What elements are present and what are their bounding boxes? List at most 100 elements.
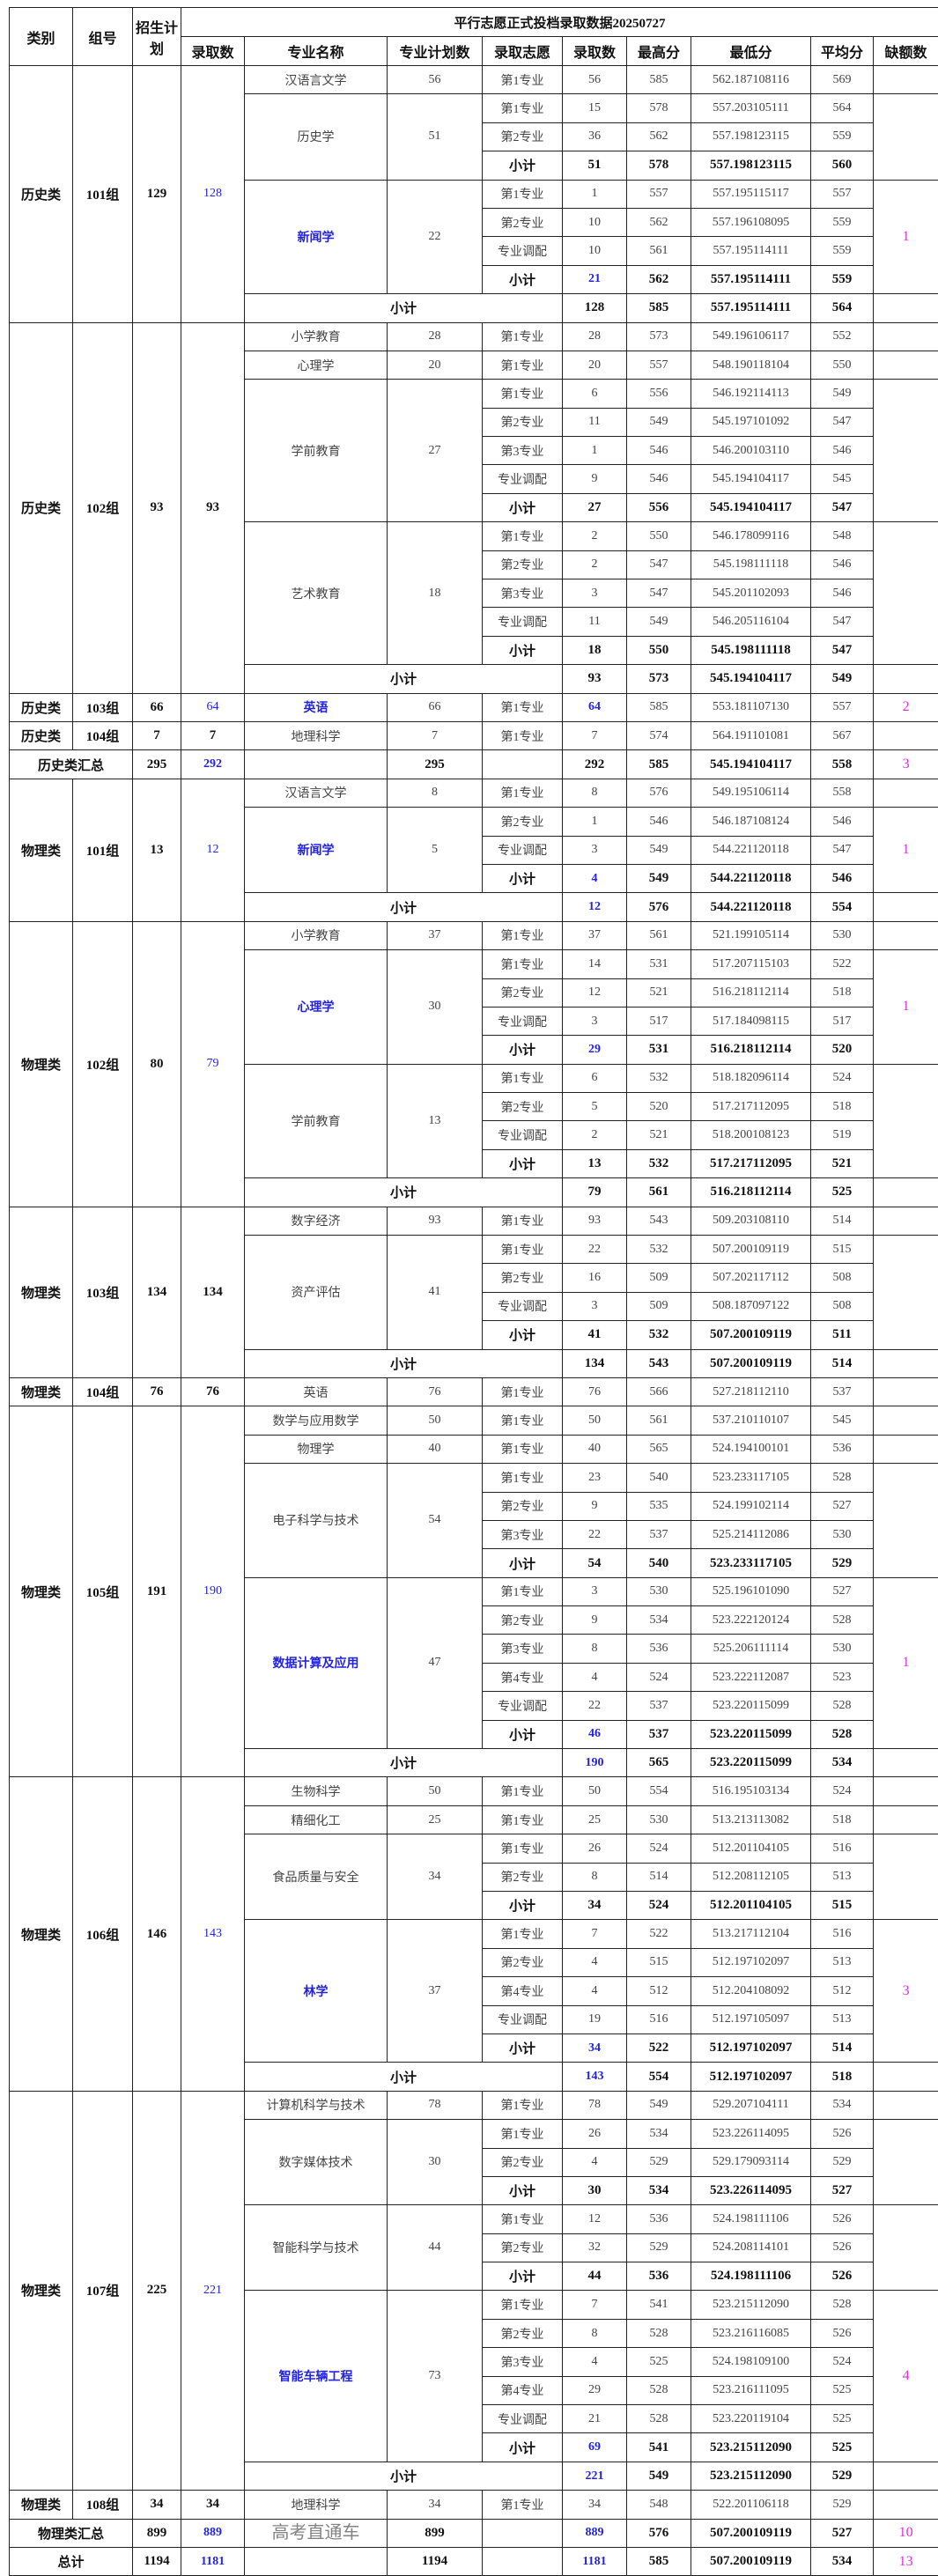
avg-score: 525 bbox=[810, 2375, 874, 2406]
min-score: 513.217112104 bbox=[691, 1919, 811, 1949]
major-name: 汉语言文学 bbox=[244, 64, 388, 95]
max-score: 536 bbox=[626, 1634, 691, 1664]
header-enroll-plan: 招生计划 bbox=[132, 7, 181, 66]
major-name: 学前教育 bbox=[244, 379, 388, 523]
choice-cell: 第1专业 bbox=[482, 321, 563, 351]
subtotal-label: 小计 bbox=[482, 1890, 563, 1921]
count-cell: 56 bbox=[562, 64, 627, 95]
group-subtotal-avg: 525 bbox=[810, 1177, 874, 1207]
header-group: 组号 bbox=[72, 7, 133, 66]
summary-choice-empty bbox=[482, 2546, 563, 2576]
shortfall-cell bbox=[872, 1377, 938, 1407]
choice-cell: 第1专业 bbox=[482, 2290, 563, 2320]
max-score: 534 bbox=[626, 1605, 691, 1635]
summary-max: 576 bbox=[626, 2518, 691, 2548]
table-row: 物理类 105组 191 190 数学与应用数学 50 第1专业 50 561 537.21011… bbox=[9, 1406, 938, 1778]
major-name: 计算机科学与技术 bbox=[244, 2090, 388, 2121]
min-score: 517.184098115 bbox=[691, 1006, 811, 1037]
table-header: 类别 组号 招生计划 平行志愿正式投档录取数据20250727 录取数 专业名称… bbox=[9, 7, 938, 66]
group-subtotal-min: 523.220115099 bbox=[691, 1748, 811, 1778]
avg-score: 527 bbox=[810, 1576, 874, 1607]
summary-max: 585 bbox=[626, 2546, 691, 2576]
count-cell: 36 bbox=[562, 122, 627, 152]
group-subtotal-count: 190 bbox=[562, 1748, 627, 1778]
min-score: 523.220115099 bbox=[691, 1691, 811, 1721]
group-subtotal-max: 573 bbox=[626, 664, 691, 694]
subtotal-label: 小计 bbox=[482, 1719, 563, 1750]
min-score: 524.198109100 bbox=[691, 2347, 811, 2377]
admitted-cell: 190 bbox=[181, 1406, 245, 1778]
max-score: 561 bbox=[626, 920, 691, 951]
admitted-cell: 76 bbox=[181, 1377, 245, 1407]
min-score: 557.195115117 bbox=[691, 179, 811, 209]
choice-cell: 第4专业 bbox=[482, 1662, 563, 1693]
subtotal-count: 46 bbox=[562, 1719, 627, 1750]
table-row: 专业调配 22 537 523.220115099 528 bbox=[10, 1691, 938, 1721]
subtotal-avg: 560 bbox=[810, 151, 874, 181]
count-cell: 32 bbox=[562, 2233, 627, 2263]
min-score: 544.221120118 bbox=[691, 835, 811, 865]
avg-score: 546 bbox=[810, 807, 874, 837]
avg-score: 567 bbox=[810, 720, 874, 751]
group-subtotal-label: 小计 bbox=[244, 664, 563, 694]
major-subtotal-row: 小计 30 534 523.226114095 527 bbox=[10, 2175, 938, 2206]
count-cell: 40 bbox=[562, 1434, 627, 1465]
table-row: 第2专业 2 547 545.198111118 546 bbox=[10, 550, 938, 580]
shortfall-cell bbox=[872, 64, 938, 95]
group-subtotal-shortfall bbox=[872, 2461, 938, 2491]
subtotal-max: 550 bbox=[626, 635, 691, 666]
summary-admitted: 292 bbox=[181, 749, 245, 779]
summary-count: 292 bbox=[562, 749, 627, 779]
subtotal-min: 524.198111106 bbox=[691, 2262, 811, 2292]
max-score: 532 bbox=[626, 1235, 691, 1265]
max-score: 557 bbox=[626, 179, 691, 209]
min-score: 525.206111114 bbox=[691, 1634, 811, 1664]
summary-label: 物理类汇总 bbox=[9, 2518, 133, 2548]
max-score: 562 bbox=[626, 207, 691, 238]
summary-row: 总计 1194 1181 1194 1181 585 507.200109119 534 13 bbox=[9, 2546, 938, 2576]
enroll-plan-cell: 76 bbox=[132, 1377, 181, 1407]
avg-score: 528 bbox=[810, 1691, 874, 1721]
major-subtotal-row: 小计 51 578 557.198123115 560 bbox=[10, 151, 938, 181]
choice-cell: 第1专业 bbox=[482, 1463, 563, 1493]
major-plan: 66 bbox=[387, 692, 483, 722]
shortfall-cell bbox=[872, 2490, 938, 2520]
count-cell: 7 bbox=[562, 1919, 627, 1949]
avg-score: 524 bbox=[810, 1776, 874, 1806]
group-subtotal-avg: 554 bbox=[810, 892, 874, 922]
max-score: 524 bbox=[626, 1834, 691, 1864]
group-cell: 102组 bbox=[72, 920, 133, 1207]
group-subtotal-count: 93 bbox=[562, 664, 627, 694]
choice-cell: 第1专业 bbox=[482, 93, 563, 123]
count-cell: 64 bbox=[562, 692, 627, 722]
header-admitted: 录取数 bbox=[181, 36, 245, 66]
subtotal-avg: 547 bbox=[810, 492, 874, 523]
summary-row: 物理类汇总 899 889 高考直通车 899 889 576 507.200109119 52… bbox=[9, 2518, 938, 2548]
table-body: 历史类 101组 129 128 汉语言文学 56 第1专业 56 585 562.1871081… bbox=[9, 64, 938, 2576]
table-row: 智能车辆工程 73 第1专业 7 541 523.215112090 528 4 bbox=[10, 2290, 938, 2462]
subtotal-avg: 515 bbox=[810, 1890, 874, 1921]
table-row: 新闻学 5 第2专业 1 546 546.187108124 546 1 bbox=[10, 807, 938, 894]
table-row: 物理类 103组 134 134 数字经济 93 第1专业 93 543 509.20310811… bbox=[9, 1206, 938, 1378]
enroll-plan-cell: 129 bbox=[132, 65, 181, 323]
max-score: 524 bbox=[626, 1662, 691, 1693]
max-score: 573 bbox=[626, 321, 691, 351]
enroll-plan-cell: 66 bbox=[132, 692, 181, 722]
count-cell: 16 bbox=[562, 1263, 627, 1293]
major-name: 新闻学 bbox=[244, 807, 388, 894]
group-subtotal-label: 小计 bbox=[244, 1748, 563, 1778]
min-score: 546.192114113 bbox=[691, 379, 811, 409]
avg-score: 546 bbox=[810, 436, 874, 466]
group-subtotal-shortfall bbox=[872, 892, 938, 922]
choice-cell: 第1专业 bbox=[482, 2119, 563, 2149]
subtotal-label: 小计 bbox=[482, 2432, 563, 2462]
group-subtotal-min: 507.200109119 bbox=[691, 1348, 811, 1378]
enroll-plan-cell: 80 bbox=[132, 920, 181, 1207]
major-name: 英语 bbox=[244, 1377, 388, 1407]
max-score: 530 bbox=[626, 1805, 691, 1835]
max-score: 534 bbox=[626, 2119, 691, 2149]
major-name: 林学 bbox=[244, 1919, 388, 2063]
category-cell: 物理类 bbox=[9, 2490, 73, 2520]
category-cell: 物理类 bbox=[9, 1377, 73, 1407]
major-name: 心理学 bbox=[244, 949, 388, 1065]
